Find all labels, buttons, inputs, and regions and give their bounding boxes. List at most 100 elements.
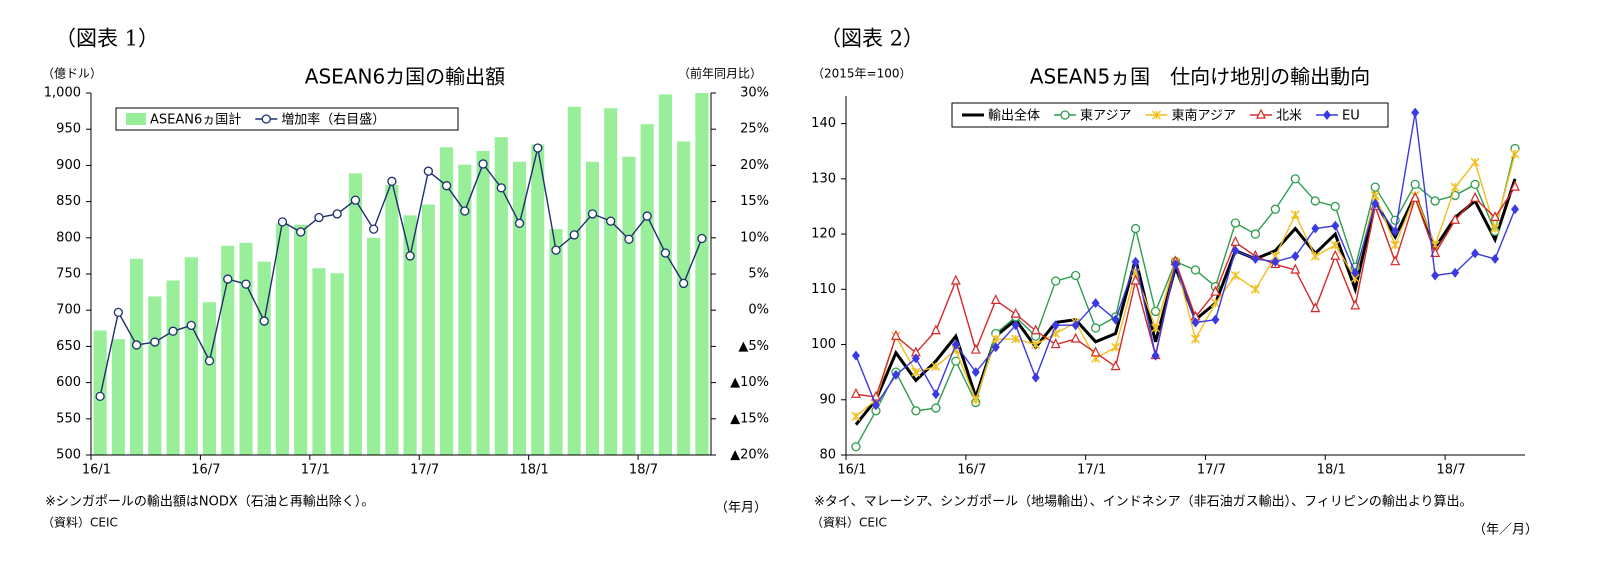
x-tick-label: 17/7 xyxy=(1197,463,1226,478)
marker xyxy=(911,367,921,377)
marker xyxy=(642,211,652,221)
y-axis-label: （億ドル） xyxy=(42,67,102,81)
bar xyxy=(604,108,618,455)
marker xyxy=(1230,236,1241,246)
chart-title: ASEAN6カ国の輸出額 xyxy=(305,65,505,89)
y-tick-label: 100 xyxy=(811,337,836,352)
marker xyxy=(1270,204,1281,214)
marker xyxy=(131,340,142,350)
marker xyxy=(1290,263,1301,274)
marker xyxy=(1011,320,1020,331)
marker xyxy=(971,395,981,405)
marker xyxy=(1290,174,1300,184)
marker xyxy=(697,233,707,244)
marker xyxy=(1210,298,1220,308)
marker xyxy=(1150,306,1161,317)
bar xyxy=(221,245,235,455)
marker xyxy=(1151,350,1160,361)
bar xyxy=(622,156,636,455)
bar xyxy=(166,280,180,455)
x-tick-label: 16/7 xyxy=(191,463,220,478)
marker xyxy=(624,234,634,244)
marker xyxy=(1071,270,1081,281)
y-tick-label: 850 xyxy=(56,194,81,209)
bar xyxy=(640,124,654,455)
bar xyxy=(512,161,527,455)
marker xyxy=(911,406,921,416)
marker xyxy=(1071,320,1080,331)
marker xyxy=(296,227,306,237)
marker xyxy=(460,206,470,216)
marker xyxy=(1310,196,1320,206)
marker xyxy=(1030,324,1041,335)
bar xyxy=(184,257,198,455)
marker xyxy=(1390,255,1401,266)
marker xyxy=(890,329,901,340)
bar xyxy=(585,161,600,455)
marker xyxy=(1470,179,1480,190)
marker xyxy=(1491,253,1500,264)
marker xyxy=(1190,334,1201,344)
legend-label: ASEAN6ヵ国計 xyxy=(150,112,241,128)
bar xyxy=(476,150,490,456)
bar xyxy=(239,242,253,455)
x-tick-label: 17/1 xyxy=(301,463,330,478)
marker xyxy=(496,183,506,193)
legend-marker xyxy=(1060,110,1070,120)
legend-label: 東南アジア xyxy=(1172,108,1236,124)
marker xyxy=(1330,201,1340,212)
marker xyxy=(1190,265,1201,275)
marker xyxy=(991,342,1000,353)
bar xyxy=(440,147,454,456)
x-axis-label: （年／月） xyxy=(1473,523,1538,538)
marker xyxy=(870,390,881,401)
x-tick-label: 17/1 xyxy=(1077,463,1106,478)
marker xyxy=(1250,284,1260,294)
marker xyxy=(1370,190,1380,200)
marker xyxy=(1371,198,1380,209)
y2-tick-label: 20% xyxy=(740,158,769,173)
marker xyxy=(1151,323,1161,333)
bar xyxy=(275,223,290,455)
marker xyxy=(1510,149,1520,159)
legend-box xyxy=(115,107,459,131)
marker xyxy=(387,176,397,186)
marker xyxy=(533,143,543,153)
marker xyxy=(1490,211,1501,222)
marker xyxy=(1271,256,1280,267)
marker xyxy=(1110,360,1121,371)
marker xyxy=(1330,249,1341,260)
y-tick-label: 800 xyxy=(56,230,81,245)
marker xyxy=(259,316,269,326)
x-tick-label: 17/7 xyxy=(410,463,439,478)
marker xyxy=(1031,340,1041,350)
marker xyxy=(1130,223,1141,234)
marker xyxy=(1011,334,1021,344)
marker xyxy=(441,181,452,191)
y-tick-label: 750 xyxy=(56,267,81,282)
legend-label: 東アジア xyxy=(1080,108,1131,124)
y-tick-label: 80 xyxy=(819,448,836,463)
bar xyxy=(330,273,344,455)
marker xyxy=(1490,224,1500,234)
marker xyxy=(1031,372,1040,383)
marker xyxy=(551,245,561,255)
note: ※シンガポールの輸出額はNODX（石油と再輸出除く）。 xyxy=(45,495,374,510)
marker xyxy=(1090,323,1101,333)
marker xyxy=(1471,248,1480,259)
y-tick-label: 1,000 xyxy=(44,86,81,101)
chart-title: ASEAN5ヵ国 仕向け地別の輸出動向 xyxy=(1030,65,1370,89)
marker xyxy=(1070,332,1081,343)
bar xyxy=(348,173,362,455)
marker xyxy=(1470,157,1480,167)
y-tick-label: 650 xyxy=(56,339,81,354)
y2-tick-label: ▲5% xyxy=(738,339,769,354)
marker xyxy=(1291,251,1300,262)
marker xyxy=(478,159,488,169)
y2-tick-label: 10% xyxy=(740,230,769,245)
bar xyxy=(111,339,125,455)
marker xyxy=(950,274,961,285)
bar xyxy=(257,261,271,455)
x-tick-label: 16/1 xyxy=(82,463,111,478)
marker xyxy=(1290,210,1300,220)
